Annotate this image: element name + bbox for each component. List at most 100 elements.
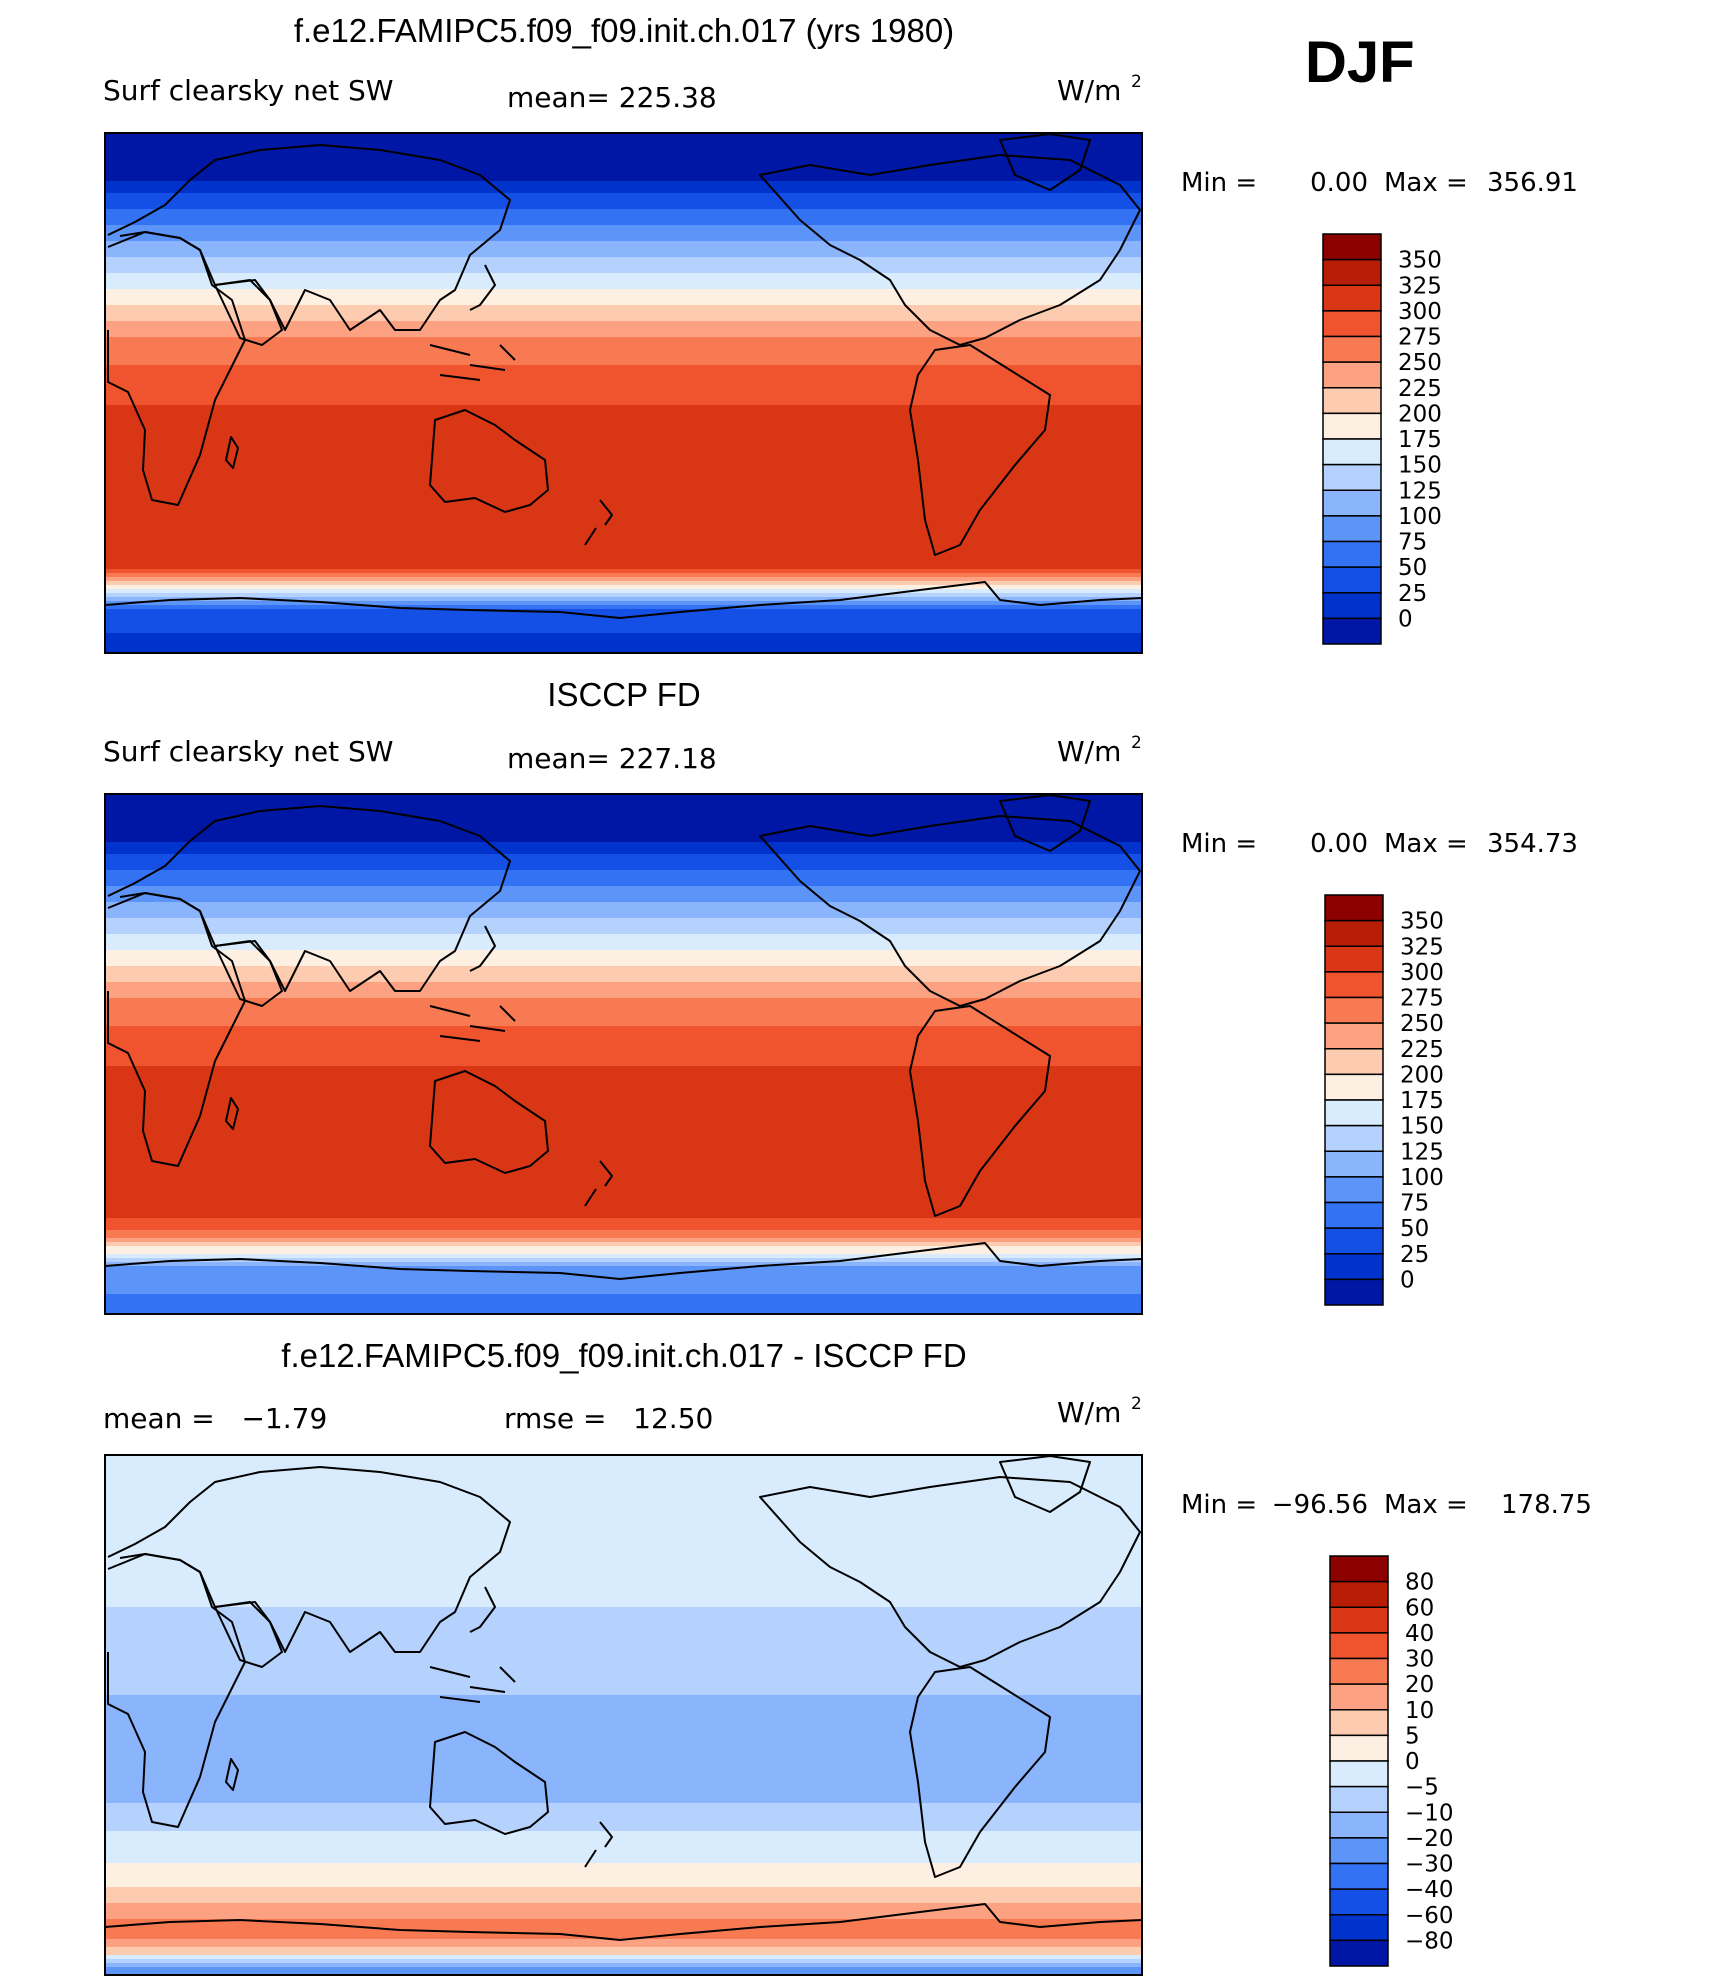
zonal-band [105,417,1142,422]
zonal-band [105,1595,1142,1600]
zonal-band [105,537,1142,542]
svg-text:2: 2 [1131,72,1142,92]
colorbar-tick-label: −80 [1405,1928,1454,1954]
svg-text:Max =: Max = [1384,168,1468,198]
zonal-band [105,565,1142,570]
zonal-band [105,649,1142,653]
zonal-band [105,1951,1142,1956]
zonal-band [105,177,1142,182]
zonal-band [105,838,1142,843]
zonal-band [105,1599,1142,1604]
colorbar-tick-label: −10 [1405,1800,1454,1826]
zonal-band [105,1791,1142,1796]
variable-label: Surf clearsky net SW [103,735,393,768]
zonal-band [105,826,1142,831]
colorbar-tick-label: 300 [1400,960,1444,986]
zonal-band [105,1106,1142,1111]
zonal-band [105,501,1142,506]
zonal-band [105,1571,1142,1576]
zonal-band [105,213,1142,218]
zonal-band [105,1831,1142,1836]
zonal-band [105,1559,1142,1564]
zonal-band [105,1615,1142,1620]
zonal-band [105,449,1142,454]
zonal-band [105,1054,1142,1059]
colorbar-box [1324,1227,1384,1255]
colorbar-box [1324,971,1384,999]
zonal-band [105,962,1142,967]
zonal-band [105,1515,1142,1520]
zonal-band [105,561,1142,566]
zonal-band [105,1555,1142,1560]
colorbar-box [1324,1099,1384,1127]
zonal-band [105,489,1142,494]
map-model [105,133,1142,653]
zonal-band [105,1278,1142,1283]
zonal-band [105,1467,1142,1472]
colorbar-box [1329,1657,1389,1685]
colorbar-box [1329,1632,1389,1660]
zonal-band [105,1210,1142,1215]
colorbar-tick-label: 30 [1405,1647,1434,1673]
zonal-band [105,842,1142,847]
zonal-band [105,505,1142,510]
colorbar-tick-label: 50 [1398,555,1427,581]
map-frame [104,132,1143,654]
zonal-band [105,1038,1142,1043]
zonal-band [105,385,1142,390]
zonal-band [105,1803,1142,1808]
zonal-band [105,377,1142,382]
zonal-band [105,1010,1142,1015]
colorbar-tick-label: 200 [1400,1062,1444,1088]
colorbar-tick-label: 150 [1400,1114,1444,1140]
zonal-band [105,201,1142,206]
zonal-band [105,1895,1142,1900]
units-label: W/m 2 [1057,72,1142,107]
zonal-band [105,149,1142,154]
svg-text:Min =: Min = [1181,168,1257,198]
units-label: W/m 2 [1057,1394,1142,1429]
zonal-band [105,1875,1142,1880]
zonal-band [105,806,1142,811]
season-label: DJF [1305,30,1415,95]
zonal-band [105,922,1142,927]
zonal-band [105,1915,1142,1920]
zonal-band [105,1214,1142,1219]
map-diff [105,1455,1142,1975]
zonal-band [105,1919,1142,1924]
zonal-band [105,1130,1142,1135]
colorbar-tick-label: 40 [1405,1621,1434,1647]
map-obs [105,794,1142,1314]
zonal-band [105,1202,1142,1207]
zonal-band [105,1907,1142,1912]
zonal-band [105,1102,1142,1107]
zonal-band [105,1182,1142,1187]
zonal-band [105,1014,1142,1019]
colorbar-tick-label: 325 [1398,273,1442,299]
colorbar-tick-label: −40 [1405,1877,1454,1903]
zonal-band [105,349,1142,354]
colorbar-box [1322,438,1382,466]
colorbar-tick-label: 80 [1405,1570,1434,1596]
zonal-band [105,541,1142,546]
zonal-band [105,1747,1142,1752]
zonal-band [105,878,1142,883]
colorbar-tick-label: 350 [1400,909,1444,935]
zonal-band [105,1479,1142,1484]
zonal-band [105,261,1142,266]
zonal-band [105,1114,1142,1119]
zonal-band [105,293,1142,298]
zonal-band [105,133,1142,138]
colorbar-box [1322,284,1382,312]
zonal-band [105,1174,1142,1179]
zonal-band [105,329,1142,334]
zonal-band [105,1254,1142,1259]
zonal-band [105,193,1142,198]
colorbar-box [1324,894,1384,922]
colorbar-box [1324,919,1384,948]
zonal-band [105,1739,1142,1744]
zonal-band [105,1495,1142,1500]
zonal-band [105,1471,1142,1476]
colorbar-box [1329,1785,1389,1814]
